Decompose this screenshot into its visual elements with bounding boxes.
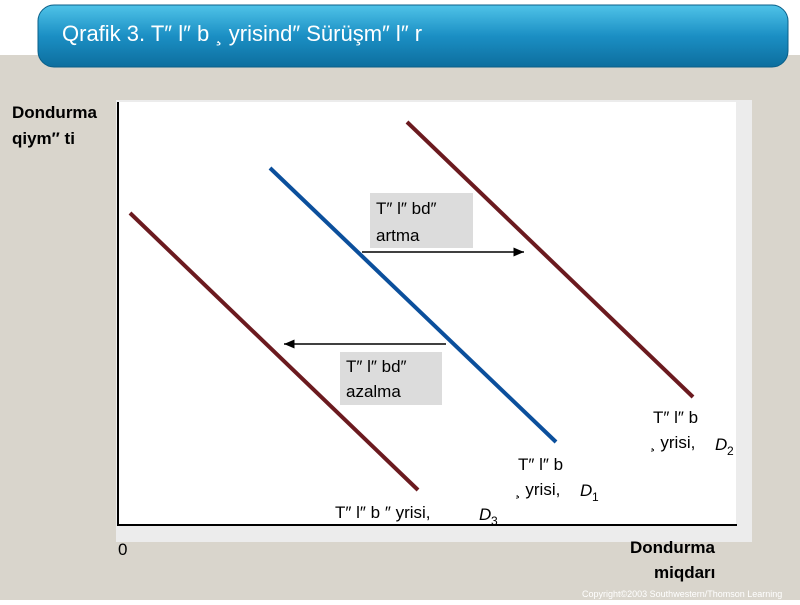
annotation: azalma	[346, 382, 401, 401]
curve-letter: D	[715, 435, 727, 454]
x-axis-label: miqdarı	[654, 563, 715, 582]
copyright: Copyright©2003 Southwestern/Thomson Lear…	[582, 589, 782, 599]
annotation-box	[340, 352, 442, 405]
curve-letter: D	[479, 505, 491, 524]
title: Qrafik 3. T″ l″ b ¸ yrisind″ Sürüşm″ l″ …	[62, 21, 422, 47]
title-bar	[37, 4, 789, 68]
y-axis-label: Dondurma	[12, 103, 98, 122]
curve-label: T″ l″ b	[653, 408, 698, 427]
curve-label: T″ l″ b ″ yrisi,	[335, 503, 431, 522]
origin-label: 0	[118, 540, 127, 559]
curve-subscript: 1	[592, 490, 599, 504]
y-axis-label: qiym″ ti	[12, 129, 75, 148]
demand-curve-d3	[128, 211, 420, 492]
annotation: T″ l″ bd″	[376, 199, 437, 218]
curve-subscript: 2	[727, 444, 734, 458]
annotation: T″ l″ bd″	[346, 357, 407, 376]
curve-label: ¸ yrisi,	[515, 480, 560, 499]
annotation: artma	[376, 226, 420, 245]
annotation-box	[370, 193, 473, 248]
demand-curve-d1	[268, 166, 558, 444]
demand-curve-d2	[405, 120, 695, 399]
curve-letter: D	[580, 481, 592, 500]
curve-label: T″ l″ b	[518, 455, 563, 474]
chart-panel	[118, 102, 736, 525]
curve-label: ¸ yrisi,	[650, 433, 695, 452]
x-axis-label: Dondurma	[630, 538, 716, 557]
curve-subscript: 3	[491, 514, 498, 528]
